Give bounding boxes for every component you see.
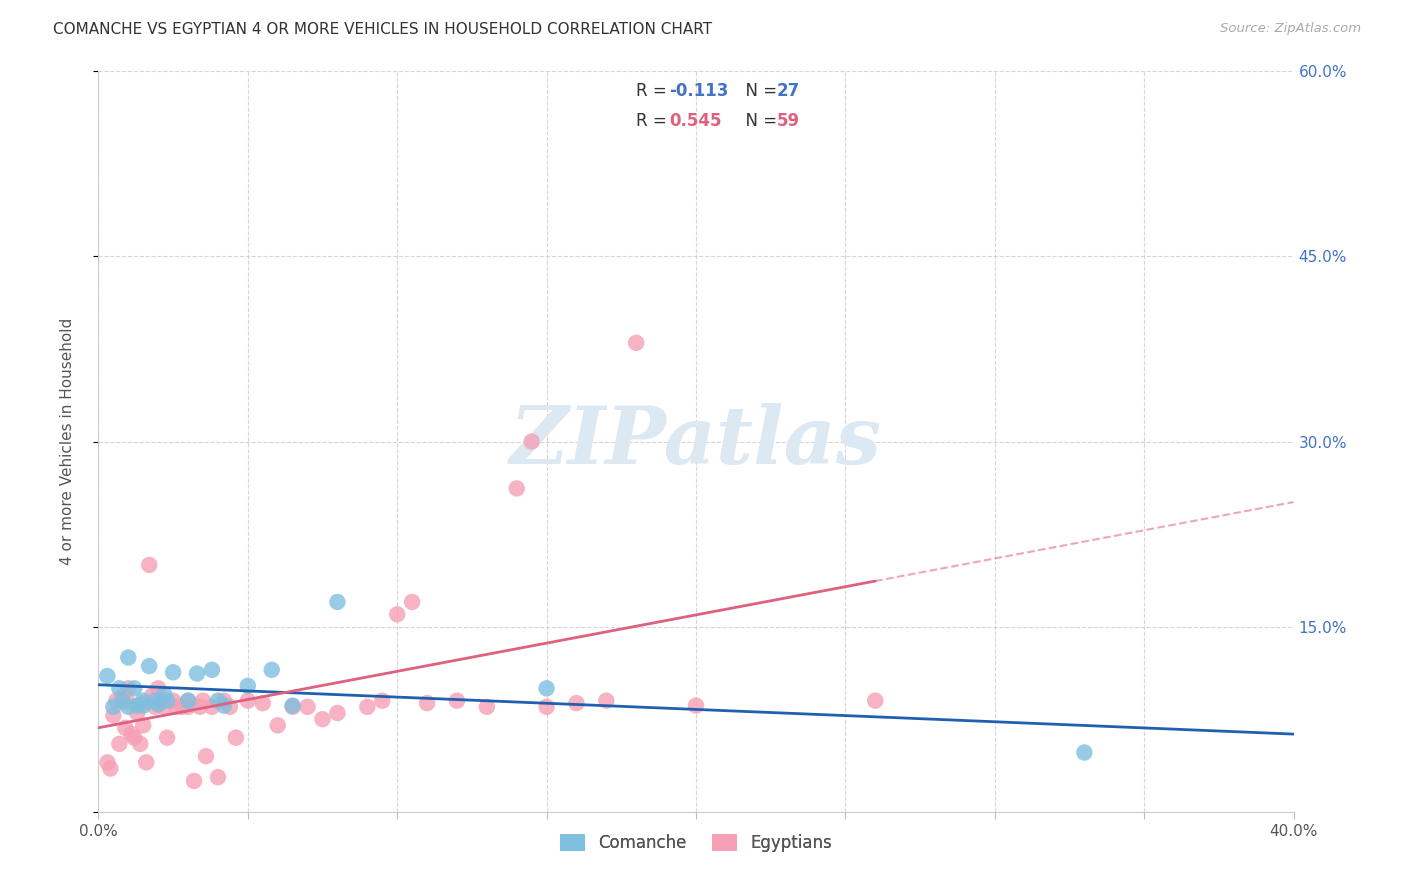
Point [177,694,200,708]
Point [148,681,170,696]
Point [172,699,194,714]
Point [143,699,166,714]
Point [156,731,179,745]
Point [127,706,149,720]
Text: N =: N = [735,82,783,101]
Point [236,679,259,693]
Point [207,694,229,708]
Text: 0.545: 0.545 [669,112,721,130]
Point [138,558,160,572]
Point [132,718,155,732]
Point [127,698,149,713]
Point [132,698,155,713]
Point [297,699,319,714]
Point [108,737,131,751]
Point [219,699,242,714]
Point [565,696,588,710]
Point [143,694,166,708]
Point [117,650,139,665]
Point [260,663,283,677]
Point [326,595,349,609]
Point [148,698,170,712]
Point [201,663,224,677]
Point [626,335,648,350]
Point [138,659,160,673]
Point [129,737,152,751]
Point [520,434,543,449]
Text: COMANCHE VS EGYPTIAN 4 OR MORE VEHICLES IN HOUSEHOLD CORRELATION CHART: COMANCHE VS EGYPTIAN 4 OR MORE VEHICLES … [53,22,713,37]
Point [114,721,136,735]
Point [105,694,128,708]
Point [212,694,235,708]
Text: R =: R = [636,82,672,101]
Text: 59: 59 [778,112,800,130]
Point [186,666,208,681]
Point [165,699,187,714]
Point [103,699,125,714]
Point [117,681,139,696]
Point [1073,746,1095,760]
Point [446,694,468,708]
Point [177,699,200,714]
Point [212,698,235,713]
Point [117,699,139,714]
Point [195,749,218,764]
Point [156,694,179,708]
Point [177,694,200,708]
Point [506,482,529,496]
Point [153,688,176,702]
Point [150,694,173,708]
Text: R =: R = [636,112,672,130]
Point [267,718,290,732]
Legend: Comanche, Egyptians: Comanche, Egyptians [554,828,838,859]
Point [236,694,259,708]
Point [111,694,134,708]
Point [124,681,146,696]
Point [183,773,205,788]
Point [135,756,157,770]
Point [132,696,155,710]
Point [326,706,349,720]
Point [98,762,122,776]
Point [141,689,163,703]
Point [188,699,211,714]
Text: N =: N = [735,112,783,130]
Point [281,698,304,713]
Point [225,731,247,745]
Text: -0.113: -0.113 [669,82,728,101]
Point [124,731,146,745]
Point [96,669,118,683]
Point [117,696,139,710]
Point [356,699,378,714]
Point [311,712,333,726]
Point [111,690,134,704]
Point [162,694,184,708]
Text: 27: 27 [778,82,800,101]
Point [252,696,274,710]
Point [191,694,214,708]
Y-axis label: 4 or more Vehicles in Household: 4 or more Vehicles in Household [60,318,75,566]
Point [201,699,224,714]
Point [536,699,558,714]
Text: Source: ZipAtlas.com: Source: ZipAtlas.com [1220,22,1361,36]
Text: ZIPatlas: ZIPatlas [510,403,882,480]
Point [401,595,423,609]
Point [536,681,558,696]
Point [103,708,125,723]
Point [385,607,409,622]
Point [865,694,887,708]
Point [162,665,184,680]
Point [108,681,131,696]
Point [120,727,142,741]
Point [685,698,707,713]
Point [416,696,439,710]
Point [595,694,617,708]
Point [475,699,498,714]
Point [96,756,118,770]
Point [207,770,229,784]
Point [281,699,304,714]
Point [132,694,155,708]
Point [153,699,176,714]
Point [371,694,394,708]
